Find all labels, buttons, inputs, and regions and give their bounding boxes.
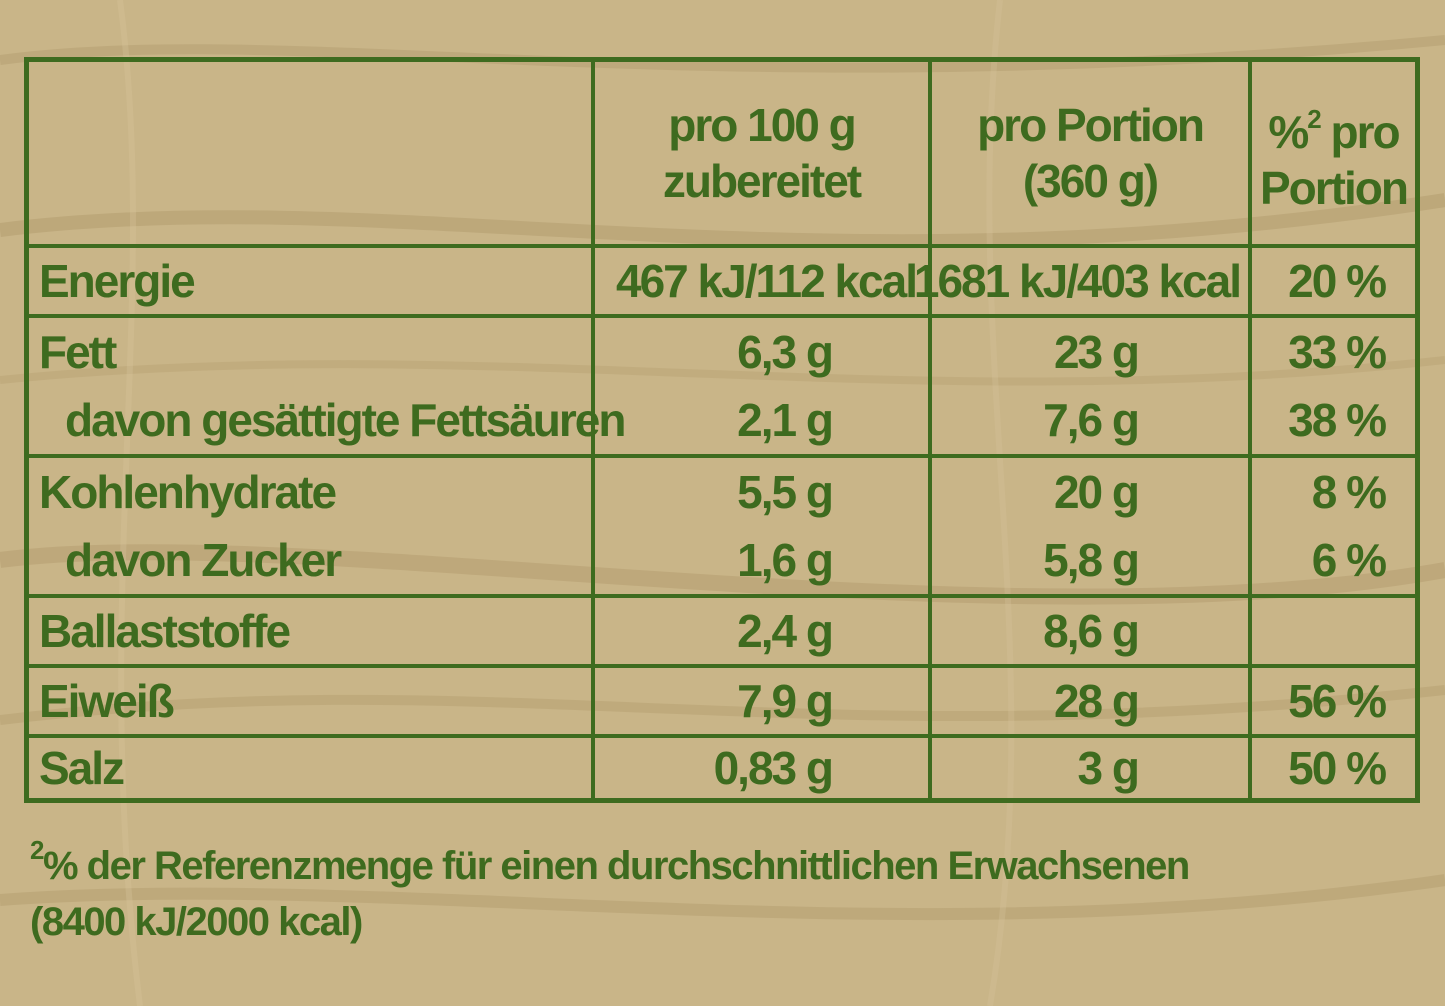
nutrition-table: pro 100 g zubereitet pro Portion (360 g)… (24, 57, 1420, 803)
header-percent-line2: Portion (1260, 161, 1409, 214)
column-divider (928, 62, 932, 798)
header-per-100g-line2: zubereitet (662, 155, 862, 207)
row-percent: 8 % (1311, 466, 1387, 518)
row-label: Ballaststoffe (39, 605, 291, 657)
footnote-ref: 2 (1307, 103, 1322, 134)
row-divider (29, 454, 1415, 458)
row-per-portion: 3 g (1077, 742, 1140, 794)
row-per-100g: 1,6 g (737, 534, 834, 586)
header-percent-per-portion: %2 pro Portion (1252, 62, 1415, 244)
row-per-portion: 1681 kJ/403 kcal (913, 255, 1242, 307)
row-percent: 6 % (1311, 534, 1387, 586)
row-per-100g: 5,5 g (737, 466, 834, 518)
row-per-100g: 6,3 g (737, 326, 834, 378)
row-label: Eiweiß (39, 675, 175, 727)
row-per-portion: 5,8 g (1043, 534, 1140, 586)
row-percent: 20 % (1288, 255, 1387, 307)
row-divider (29, 244, 1415, 248)
row-divider (29, 594, 1415, 598)
row-percent: 33 % (1288, 326, 1387, 378)
footnote: 2% der Referenzmenge für einen durchschn… (30, 822, 1190, 950)
row-percent: 50 % (1288, 742, 1387, 794)
row-divider (29, 314, 1415, 318)
row-per-portion: 7,6 g (1043, 394, 1140, 446)
column-divider (591, 62, 595, 798)
row-label: Fett (39, 326, 117, 378)
row-label: Energie (39, 255, 196, 307)
row-label: davon gesättigte Fettsäuren (65, 394, 626, 446)
row-per-100g: 467 kJ/112 kcal (616, 255, 918, 307)
row-percent: 56 % (1288, 675, 1387, 727)
footnote-line1: 2% der Referenzmenge für einen durchschn… (30, 835, 1190, 888)
row-per-100g: 2,1 g (737, 394, 834, 446)
row-label: davon Zucker (65, 534, 342, 586)
row-per-100g: 2,4 g (737, 605, 834, 657)
header-per-portion-line2: (360 g) (1022, 155, 1159, 207)
row-label: Kohlenhydrate (39, 466, 337, 518)
row-divider (29, 734, 1415, 738)
header-per-100g: pro 100 g zubereitet (595, 62, 928, 244)
footnote-marker: 2 (30, 835, 44, 865)
row-divider (29, 664, 1415, 668)
row-percent (1252, 598, 1415, 664)
row-per-100g: 7,9 g (737, 675, 834, 727)
row-per-portion: 23 g (1053, 326, 1140, 378)
row-percent: 38 % (1288, 394, 1387, 446)
header-per-portion-line1: pro Portion (977, 99, 1205, 151)
row-per-portion: 28 g (1053, 675, 1140, 727)
header-per-100g-line1: pro 100 g (668, 99, 857, 151)
row-label: Salz (39, 742, 125, 794)
row-per-100g: 0,83 g (713, 742, 834, 794)
row-per-portion: 20 g (1053, 466, 1140, 518)
footnote-line2: (8400 kJ/2000 kcal) (30, 900, 363, 944)
header-per-portion: pro Portion (360 g) (932, 62, 1248, 244)
row-per-portion: 8,6 g (1043, 605, 1140, 657)
header-percent-line1: %2 pro (1268, 103, 1400, 158)
column-divider (1248, 62, 1252, 798)
